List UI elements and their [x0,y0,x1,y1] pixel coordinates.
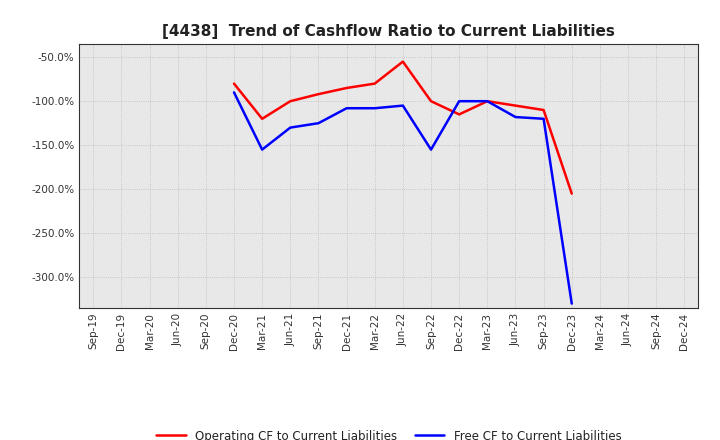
Free CF to Current Liabilities [314,121,323,126]
Operating CF to Current Liabilities [314,92,323,97]
Free CF to Current Liabilities [399,103,408,108]
Operating CF to Current Liabilities [427,99,436,104]
Title: [4438]  Trend of Cashflow Ratio to Current Liabilities: [4438] Trend of Cashflow Ratio to Curren… [163,24,615,39]
Operating CF to Current Liabilities [258,116,266,121]
Operating CF to Current Liabilities [399,59,408,64]
Operating CF to Current Liabilities [567,191,576,196]
Line: Free CF to Current Liabilities: Free CF to Current Liabilities [234,92,572,304]
Free CF to Current Liabilities [370,106,379,111]
Operating CF to Current Liabilities [483,99,492,104]
Operating CF to Current Liabilities [539,107,548,113]
Legend: Operating CF to Current Liabilities, Free CF to Current Liabilities: Operating CF to Current Liabilities, Fre… [151,425,626,440]
Free CF to Current Liabilities [567,301,576,306]
Operating CF to Current Liabilities [511,103,520,108]
Line: Operating CF to Current Liabilities: Operating CF to Current Liabilities [234,62,572,194]
Free CF to Current Liabilities [230,90,238,95]
Free CF to Current Liabilities [427,147,436,152]
Free CF to Current Liabilities [511,114,520,120]
Free CF to Current Liabilities [342,106,351,111]
Operating CF to Current Liabilities [342,85,351,91]
Free CF to Current Liabilities [258,147,266,152]
Free CF to Current Liabilities [455,99,464,104]
Operating CF to Current Liabilities [286,99,294,104]
Operating CF to Current Liabilities [370,81,379,86]
Free CF to Current Liabilities [483,99,492,104]
Operating CF to Current Liabilities [230,81,238,86]
Operating CF to Current Liabilities [455,112,464,117]
Free CF to Current Liabilities [286,125,294,130]
Free CF to Current Liabilities [539,116,548,121]
